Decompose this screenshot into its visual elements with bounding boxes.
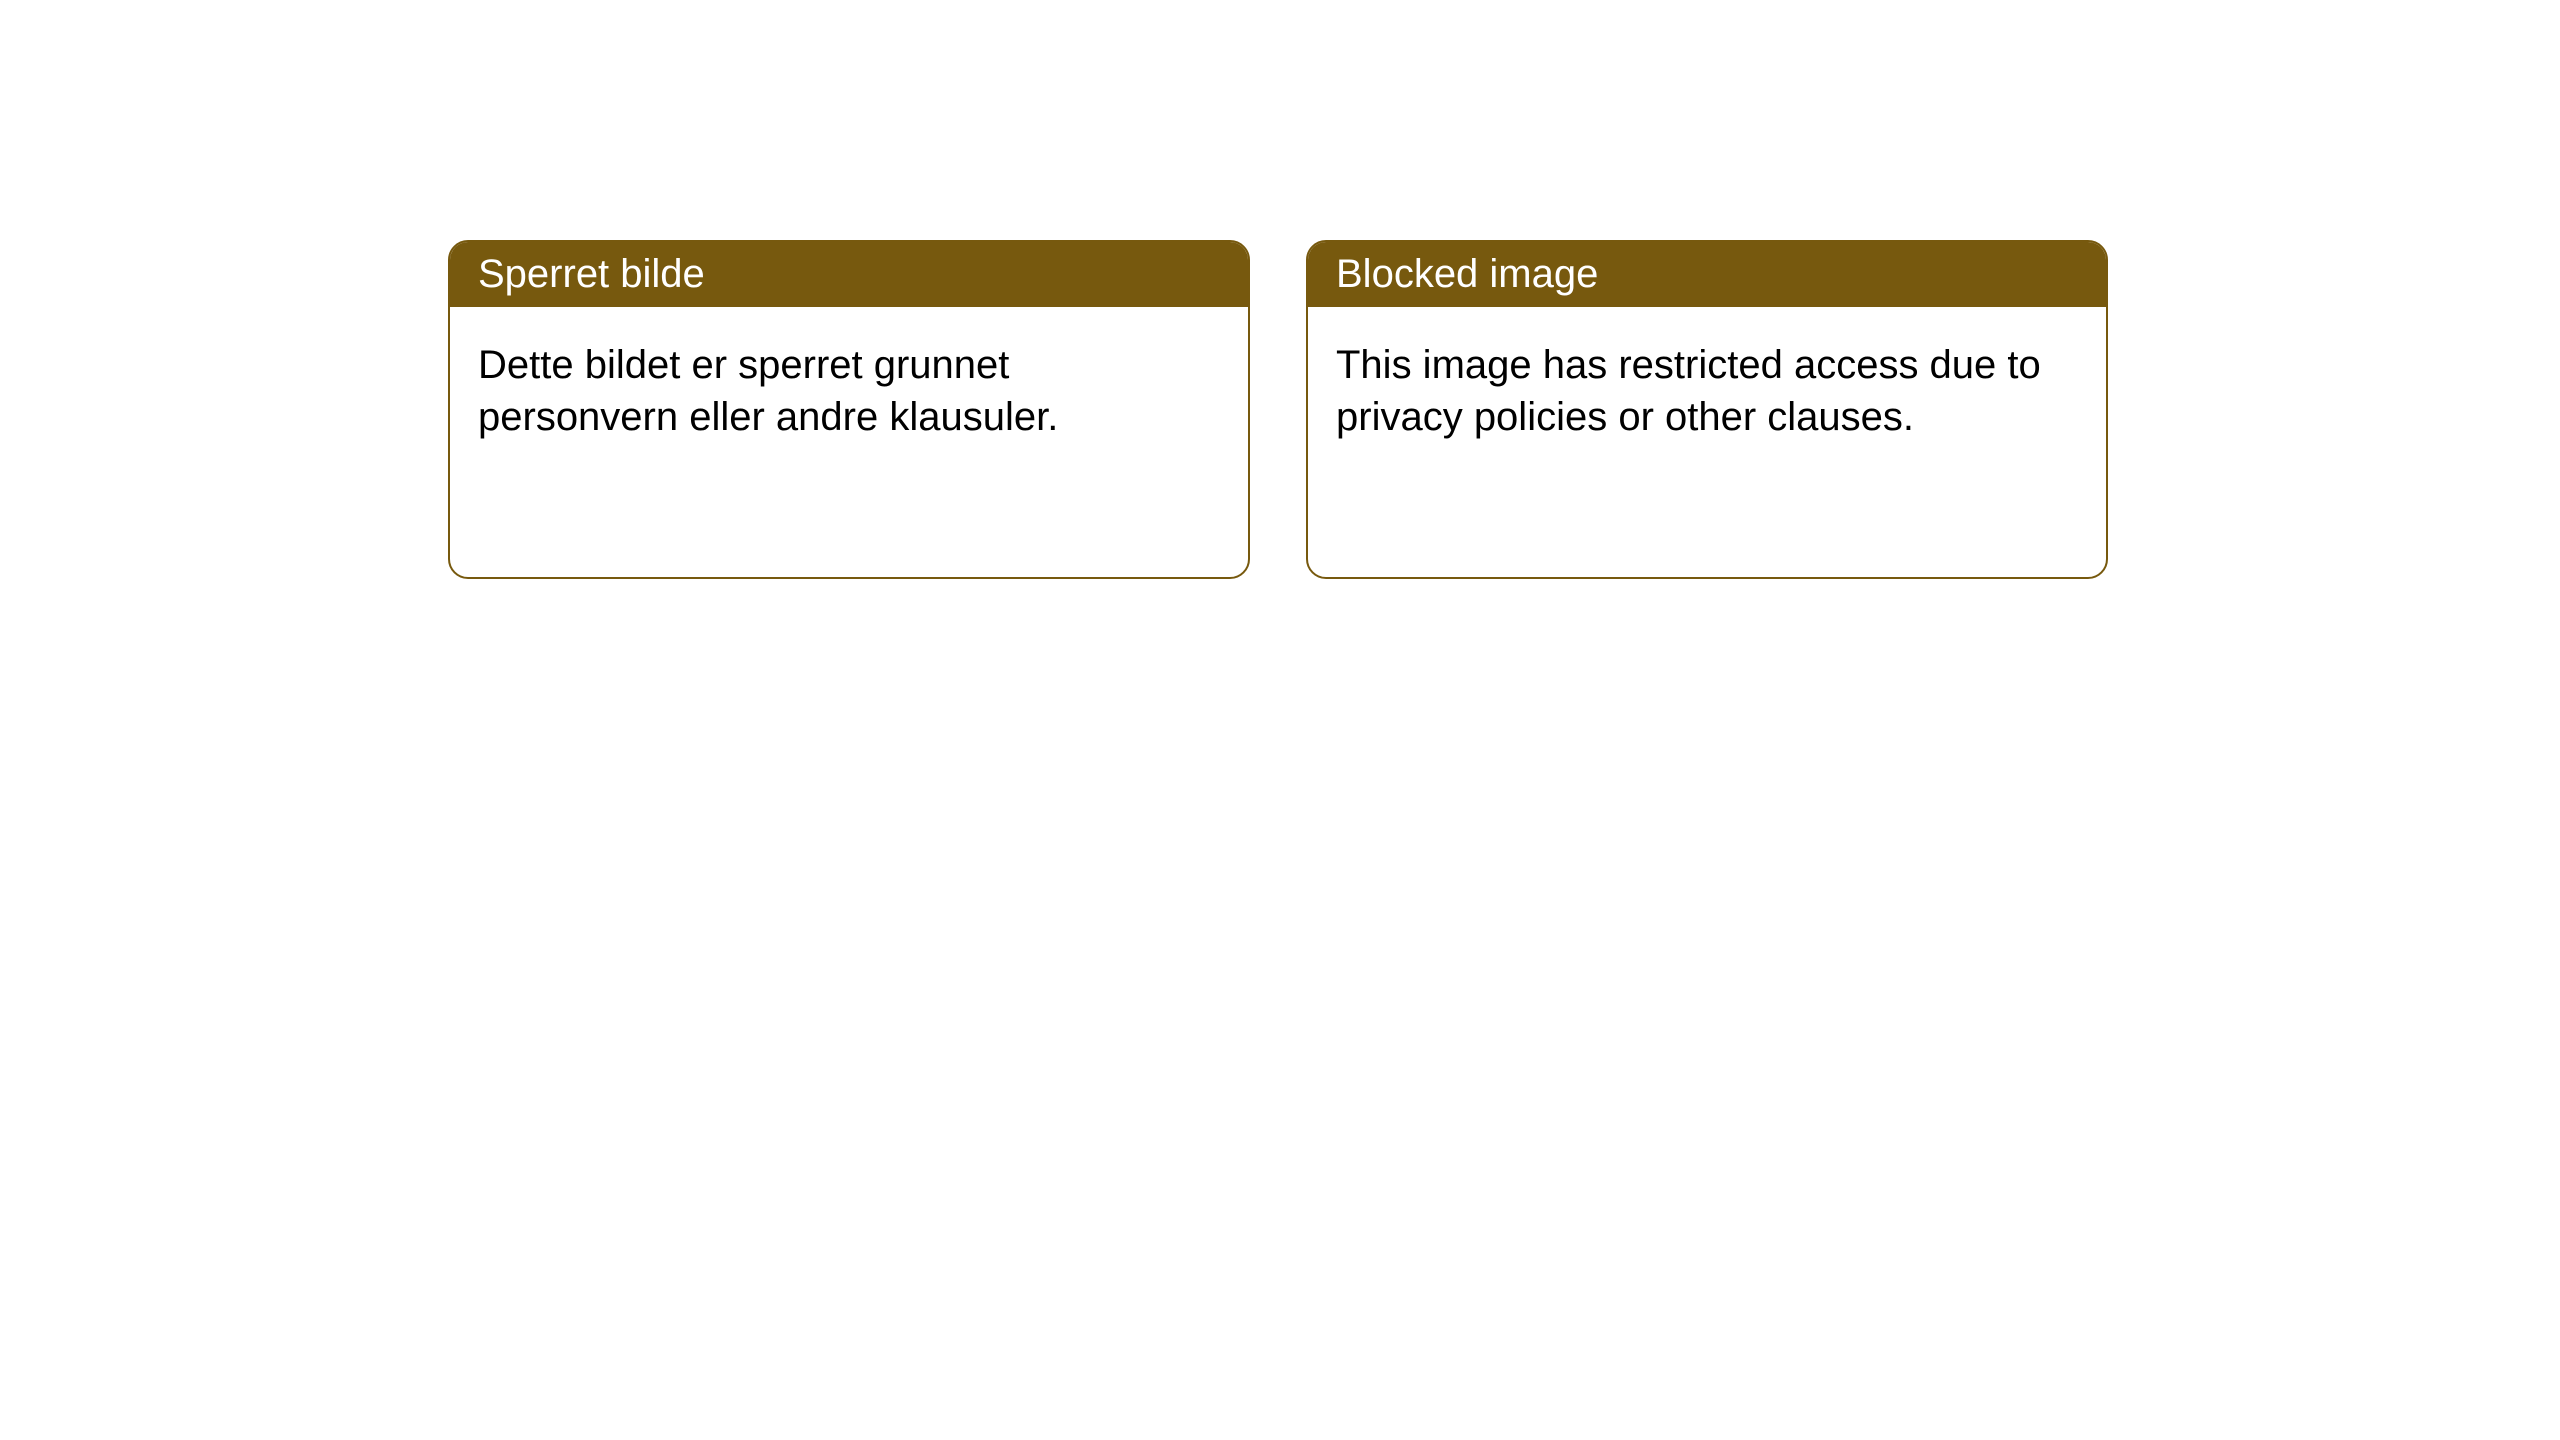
notice-body: Dette bildet er sperret grunnet personve… [450,307,1248,577]
notice-body: This image has restricted access due to … [1308,307,2106,577]
notice-text: This image has restricted access due to … [1336,343,2041,439]
notice-text: Dette bildet er sperret grunnet personve… [478,343,1058,439]
notice-title: Blocked image [1336,252,1598,296]
notice-title: Sperret bilde [478,252,705,296]
notice-header: Blocked image [1308,242,2106,307]
notice-card-norwegian: Sperret bilde Dette bildet er sperret gr… [448,240,1250,579]
notice-container: Sperret bilde Dette bildet er sperret gr… [0,0,2560,579]
notice-header: Sperret bilde [450,242,1248,307]
notice-card-english: Blocked image This image has restricted … [1306,240,2108,579]
